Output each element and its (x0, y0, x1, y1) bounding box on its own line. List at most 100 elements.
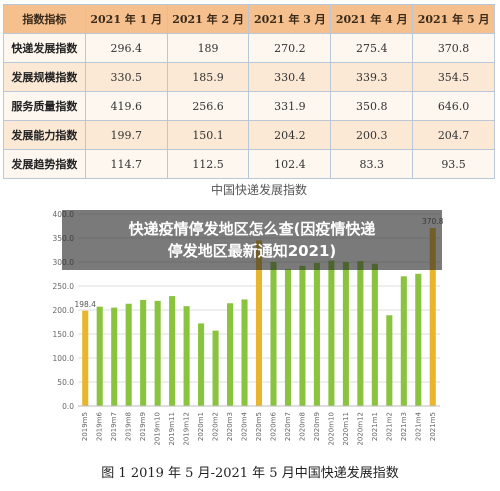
bar (183, 306, 190, 406)
bar (111, 307, 118, 406)
table-cell: 370.8 (412, 33, 495, 63)
table-cell: 354.5 (412, 62, 495, 92)
x-tick-label: 2020m5 (255, 412, 263, 441)
x-tick-label: 2019m9 (139, 412, 147, 441)
row-label: 发展趋势指数 (3, 149, 86, 179)
y-tick-label: 50.0 (57, 378, 74, 387)
table-cell: 200.3 (330, 120, 414, 150)
data-label: 198.4 (74, 300, 96, 309)
x-tick-label: 2021m5 (429, 412, 437, 441)
table-cell: 199.7 (84, 120, 168, 150)
bar (284, 269, 292, 406)
bar (415, 273, 422, 406)
bar (226, 303, 234, 406)
x-tick-label: 2021m1 (371, 412, 379, 441)
x-tick-label: 2019m8 (125, 412, 133, 441)
table-row: 发展趋势指数 114.7 112.5 102.4 83.3 93.5 (3, 149, 495, 179)
row-label: 发展能力指数 (3, 120, 86, 150)
x-tick-label: 2020m11 (342, 412, 350, 446)
x-tick-label: 2020m2 (212, 412, 220, 441)
x-tick-label: 2019m5 (81, 412, 89, 441)
table-cell: 296.4 (84, 33, 168, 63)
table-cell: 646.0 (412, 91, 495, 121)
x-tick-label: 2020m3 (226, 412, 234, 441)
table-cell: 112.5 (166, 149, 250, 179)
bar (241, 299, 248, 406)
x-tick-label: 2019m10 (154, 412, 162, 446)
header-cell: 2021 年 4 月 (330, 4, 414, 34)
bar (169, 296, 176, 406)
bar (429, 228, 436, 406)
chart-title: 中国快递发展指数 (211, 182, 307, 197)
header-cell: 指数指标 (3, 4, 86, 34)
table-cell: 150.1 (166, 120, 250, 150)
table-cell: 204.2 (248, 120, 332, 150)
header-cell: 2021 年 2 月 (166, 4, 250, 34)
table-header-row: 指数指标 2021 年 1 月 2021 年 2 月 2021 年 3 月 20… (3, 4, 495, 34)
table-cell: 270.2 (248, 33, 332, 63)
table-row: 服务质量指数 419.6 256.6 331.9 350.8 646.0 (3, 91, 495, 121)
x-tick-label: 2020m7 (284, 412, 292, 441)
x-tick-label: 2020m1 (197, 412, 205, 441)
bar (328, 260, 335, 406)
x-tick-label: 2019m11 (168, 412, 176, 446)
row-label: 快递发展指数 (3, 33, 86, 63)
table-row: 发展规模指数 330.5 185.9 330.4 339.3 354.5 (3, 62, 495, 92)
table-row: 发展能力指数 199.7 150.1 204.2 200.3 204.7 (3, 120, 495, 150)
bar (299, 265, 306, 406)
x-tick-label: 2021m3 (400, 412, 408, 441)
bar (371, 263, 378, 406)
table-cell: 93.5 (412, 149, 495, 179)
table-cell: 185.9 (166, 62, 250, 92)
table-cell: 419.6 (84, 91, 168, 121)
header-cell: 2021 年 1 月 (84, 4, 168, 34)
bar (198, 323, 205, 406)
table-cell: 114.7 (84, 149, 168, 179)
table-cell: 331.9 (248, 91, 332, 121)
x-tick-label: 2020m10 (327, 412, 335, 446)
y-tick-label: 150.0 (53, 330, 75, 339)
row-label: 发展规模指数 (3, 62, 86, 92)
y-tick-label: 200.0 (53, 306, 75, 315)
row-label: 服务质量指数 (3, 91, 86, 121)
table-cell: 339.3 (330, 62, 414, 92)
bar (342, 262, 349, 406)
bar (313, 262, 320, 406)
x-tick-label: 2019m7 (110, 412, 118, 441)
bar (255, 240, 263, 406)
table-cell: 275.4 (330, 33, 414, 63)
banner-line-2: 停发地区最新通知2021) (167, 242, 337, 260)
table-row: 快递发展指数 296.4 189 270.2 275.4 370.8 (3, 33, 495, 63)
index-table: 指数指标 2021 年 1 月 2021 年 2 月 2021 年 3 月 20… (3, 4, 495, 179)
x-tick-label: 2021m4 (414, 411, 422, 441)
bar (82, 310, 89, 406)
table-cell: 189 (166, 33, 250, 63)
table-cell: 83.3 (330, 149, 414, 179)
bar (357, 261, 364, 406)
bar (96, 306, 103, 406)
bar (270, 262, 277, 406)
bar (212, 330, 219, 406)
x-tick-label: 2020m9 (313, 412, 321, 441)
banner-line-1: 快递疫情停发地区怎么查(因疫情快递 (128, 220, 376, 238)
bar (386, 315, 393, 406)
x-tick-label: 2020m8 (298, 412, 306, 441)
x-tick-label: 2021m2 (385, 412, 393, 441)
bar (154, 300, 161, 406)
bar (125, 303, 132, 406)
x-tick-label: 2019m6 (96, 411, 104, 441)
bar (400, 276, 407, 406)
table-cell: 350.8 (330, 91, 414, 121)
table-cell: 204.7 (412, 120, 495, 150)
table-cell: 330.5 (84, 62, 168, 92)
table-cell: 256.6 (166, 91, 250, 121)
x-tick-label: 2020m12 (356, 412, 364, 446)
x-tick-label: 2020m6 (269, 411, 277, 441)
header-cell: 2021 年 5 月 (412, 4, 495, 34)
figure-caption: 图 1 2019 年 5 月-2021 年 5 月中国快递发展指数 (101, 466, 399, 481)
header-cell: 2021 年 3 月 (248, 4, 332, 34)
y-tick-label: 0.0 (62, 402, 74, 411)
y-tick-label: 100.0 (53, 354, 75, 363)
table-cell: 330.4 (248, 62, 332, 92)
x-tick-label: 2020m4 (241, 411, 249, 441)
